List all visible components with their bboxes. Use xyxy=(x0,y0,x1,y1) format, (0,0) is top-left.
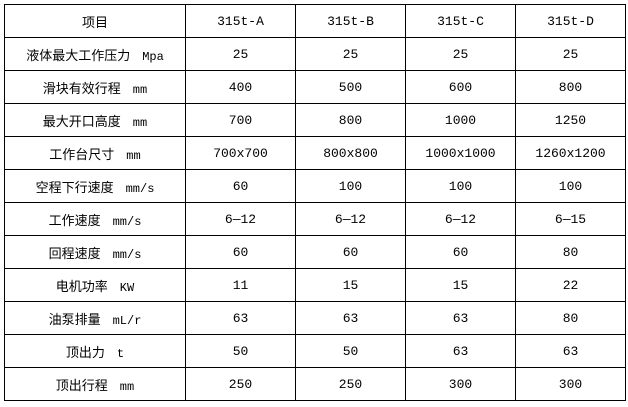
param-unit: mm/s xyxy=(112,214,142,229)
table-row: 最大开口高度 mm 700 800 1000 1250 xyxy=(4,103,626,137)
param-name: 油泵排量 xyxy=(48,312,101,328)
value-cell: 25 xyxy=(515,37,626,71)
value-cell: 800 xyxy=(295,103,406,137)
value-cell: 100 xyxy=(515,169,626,203)
specs-table: 项目 315t-A 315t-B 315t-C 315t-D 液体最大工作压力 M… xyxy=(4,4,626,401)
row-label-cell: 顶出行程 mm xyxy=(4,367,186,401)
param-name: 液体最大工作压力 xyxy=(26,48,131,64)
table-row: 回程速度 mm/s 60 60 60 80 xyxy=(4,235,626,269)
row-label-cell: 工作速度 mm/s xyxy=(4,202,186,236)
param-unit: mm/s xyxy=(125,181,155,196)
header-cell-315t-a: 315t-A xyxy=(185,4,296,38)
value-cell: 1000 xyxy=(405,103,516,137)
param-unit: Mpa xyxy=(142,49,164,64)
header-cell-315t-b: 315t-B xyxy=(295,4,406,38)
value-cell: 300 xyxy=(515,367,626,401)
row-label-cell: 液体最大工作压力 Mpa xyxy=(4,37,186,71)
value-cell: 100 xyxy=(405,169,516,203)
row-label-cell: 空程下行速度 mm/s xyxy=(4,169,186,203)
value-cell: 25 xyxy=(295,37,406,71)
param-name: 顶出力 xyxy=(65,345,105,361)
value-cell: 60 xyxy=(405,235,516,269)
table-row: 工作速度 mm/s 6—12 6—12 6—12 6—15 xyxy=(4,202,626,236)
value-cell: 63 xyxy=(405,301,516,335)
value-cell: 400 xyxy=(185,70,296,104)
value-cell: 800x800 xyxy=(295,136,406,170)
param-name: 工作台尺寸 xyxy=(49,147,115,163)
value-cell: 600 xyxy=(405,70,516,104)
value-cell: 60 xyxy=(185,169,296,203)
value-cell: 60 xyxy=(295,235,406,269)
param-unit: mm xyxy=(126,148,141,163)
value-cell: 50 xyxy=(295,334,406,368)
value-cell: 6—15 xyxy=(515,202,626,236)
param-name: 最大开口高度 xyxy=(42,114,121,130)
value-cell: 63 xyxy=(515,334,626,368)
value-cell: 22 xyxy=(515,268,626,302)
param-unit: mm xyxy=(119,379,135,394)
value-cell: 700x700 xyxy=(185,136,296,170)
row-label-cell: 工作台尺寸 mm xyxy=(4,136,186,170)
value-cell: 50 xyxy=(185,334,296,368)
param-name: 回程速度 xyxy=(48,246,101,262)
value-cell: 63 xyxy=(405,334,516,368)
value-cell: 250 xyxy=(185,367,296,401)
value-cell: 500 xyxy=(295,70,406,104)
param-unit: mm/s xyxy=(112,247,142,262)
header-cell-item: 项目 xyxy=(4,4,186,38)
table-row: 顶出行程 mm 250 250 300 300 xyxy=(4,367,626,401)
value-cell: 63 xyxy=(295,301,406,335)
value-cell: 6—12 xyxy=(405,202,516,236)
table-row: 滑块有效行程 mm 400 500 600 800 xyxy=(4,70,626,104)
value-cell: 1000x1000 xyxy=(405,136,516,170)
header-cell-315t-c: 315t-C xyxy=(405,4,516,38)
value-cell: 11 xyxy=(185,268,296,302)
param-unit: t xyxy=(116,346,125,361)
value-cell: 1260x1200 xyxy=(515,136,626,170)
value-cell: 1250 xyxy=(515,103,626,137)
param-unit: mm xyxy=(132,82,148,97)
param-name: 空程下行速度 xyxy=(35,180,114,196)
value-cell: 250 xyxy=(295,367,406,401)
param-name: 电机功率 xyxy=(55,279,108,295)
value-cell: 6—12 xyxy=(295,202,406,236)
table-row: 液体最大工作压力 Mpa 25 25 25 25 xyxy=(4,37,626,71)
table-row: 油泵排量 mL/r 63 63 63 80 xyxy=(4,301,626,335)
param-unit: mm xyxy=(132,115,148,130)
table-row: 空程下行速度 mm/s 60 100 100 100 xyxy=(4,169,626,203)
table-row: 电机功率 KW 11 15 15 22 xyxy=(4,268,626,302)
value-cell: 25 xyxy=(185,37,296,71)
value-cell: 300 xyxy=(405,367,516,401)
value-cell: 60 xyxy=(185,235,296,269)
value-cell: 80 xyxy=(515,301,626,335)
value-cell: 25 xyxy=(405,37,516,71)
value-cell: 6—12 xyxy=(185,202,296,236)
row-label-cell: 回程速度 mm/s xyxy=(4,235,186,269)
table-row: 顶出力 t 50 50 63 63 xyxy=(4,334,626,368)
value-cell: 800 xyxy=(515,70,626,104)
row-label-cell: 滑块有效行程 mm xyxy=(4,70,186,104)
header-row: 项目 315t-A 315t-B 315t-C 315t-D xyxy=(4,4,626,38)
param-name: 工作速度 xyxy=(48,213,101,229)
header-cell-315t-d: 315t-D xyxy=(515,4,626,38)
row-label-cell: 油泵排量 mL/r xyxy=(4,301,186,335)
param-name: 顶出行程 xyxy=(55,378,108,394)
value-cell: 63 xyxy=(185,301,296,335)
table-row: 工作台尺寸 mm 700x700 800x800 1000x1000 1260x1200 xyxy=(4,136,626,170)
row-label-cell: 电机功率 KW xyxy=(4,268,186,302)
value-cell: 15 xyxy=(405,268,516,302)
value-cell: 80 xyxy=(515,235,626,269)
value-cell: 15 xyxy=(295,268,406,302)
param-name: 滑块有效行程 xyxy=(42,81,121,97)
value-cell: 100 xyxy=(295,169,406,203)
row-label-cell: 最大开口高度 mm xyxy=(4,103,186,137)
param-unit: mL/r xyxy=(112,313,142,328)
value-cell: 700 xyxy=(185,103,296,137)
row-label-cell: 顶出力 t xyxy=(4,334,186,368)
param-unit: KW xyxy=(119,280,135,295)
